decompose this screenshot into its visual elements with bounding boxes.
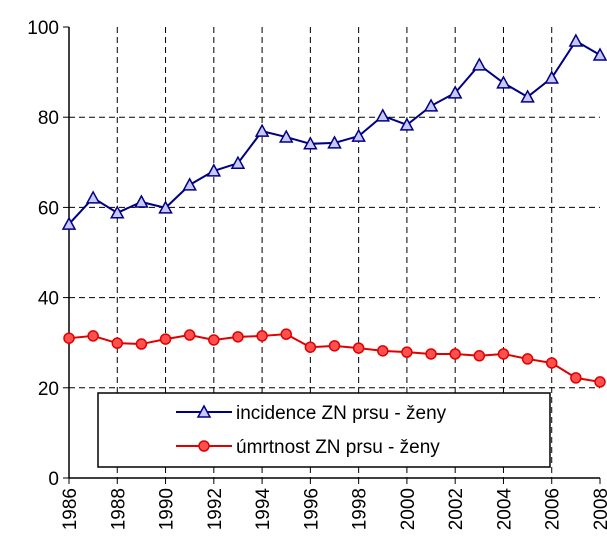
marker: [110, 205, 125, 219]
legend: incidence ZN prsu - ženy úmrtnost ZN prsu…: [97, 392, 551, 468]
x-tick-label: 2002: [446, 488, 467, 530]
marker: [399, 117, 415, 131]
marker: [473, 350, 486, 362]
marker: [63, 332, 75, 344]
marker: [159, 333, 172, 345]
x-tick-label: 1992: [205, 488, 226, 530]
marker: [594, 376, 606, 388]
y-tick-label: 0: [48, 469, 59, 490]
marker: [87, 330, 99, 342]
marker: [449, 348, 461, 360]
y-tick-label: 100: [27, 18, 59, 39]
marker: [570, 372, 582, 384]
y-tick-label: 20: [38, 379, 59, 400]
marker: [135, 338, 148, 350]
marker: [377, 345, 389, 357]
x-tick-label: 1986: [60, 488, 81, 530]
marker: [423, 98, 439, 112]
x-tick-label: 1990: [157, 488, 178, 530]
marker: [61, 216, 77, 230]
legend-label: incidence ZN prsu - ženy: [236, 403, 447, 424]
marker: [351, 128, 366, 142]
marker: [545, 357, 558, 369]
x-tick-label: 1988: [108, 488, 129, 530]
marker: [230, 155, 246, 169]
x-tick-label: 2000: [398, 488, 419, 530]
marker: [183, 329, 196, 341]
marker: [520, 89, 535, 103]
legend-box: [97, 392, 551, 468]
x-tick-label: 2004: [494, 488, 515, 531]
marker: [521, 353, 534, 365]
marker: [182, 177, 197, 191]
legend-label: úmrtnost ZN prsu - ženy: [236, 437, 440, 458]
marker: [198, 440, 210, 452]
marker: [447, 85, 463, 99]
marker: [497, 348, 510, 360]
marker: [496, 75, 511, 89]
marker: [158, 200, 173, 214]
x-tick-label: 2006: [543, 488, 564, 530]
y-tick-label: 60: [38, 198, 59, 219]
y-tick-label: 80: [38, 108, 59, 129]
marker: [304, 341, 317, 353]
marker: [472, 57, 487, 71]
marker: [134, 194, 149, 208]
marker: [196, 404, 212, 418]
marker: [568, 33, 584, 47]
y-tick-label: 40: [38, 289, 59, 310]
x-tick-label: 2008: [591, 488, 607, 530]
x-tick-label: 1996: [301, 488, 322, 530]
x-tick-label: 1998: [350, 488, 371, 530]
marker: [592, 47, 607, 61]
marker: [425, 348, 437, 360]
marker: [111, 337, 124, 349]
marker: [401, 346, 413, 358]
marker: [254, 123, 270, 137]
marker: [327, 135, 342, 149]
marker: [85, 190, 101, 204]
x-tick-label: 1994: [253, 488, 274, 531]
marker: [206, 163, 222, 177]
marker: [280, 328, 292, 340]
marker: [232, 331, 244, 343]
marker: [256, 330, 268, 342]
marker: [303, 136, 318, 150]
series-line: [68, 39, 601, 225]
marker: [278, 129, 294, 143]
marker: [208, 334, 220, 346]
marker: [352, 342, 365, 354]
marker: [544, 70, 559, 84]
marker: [375, 108, 391, 122]
marker: [328, 340, 341, 352]
